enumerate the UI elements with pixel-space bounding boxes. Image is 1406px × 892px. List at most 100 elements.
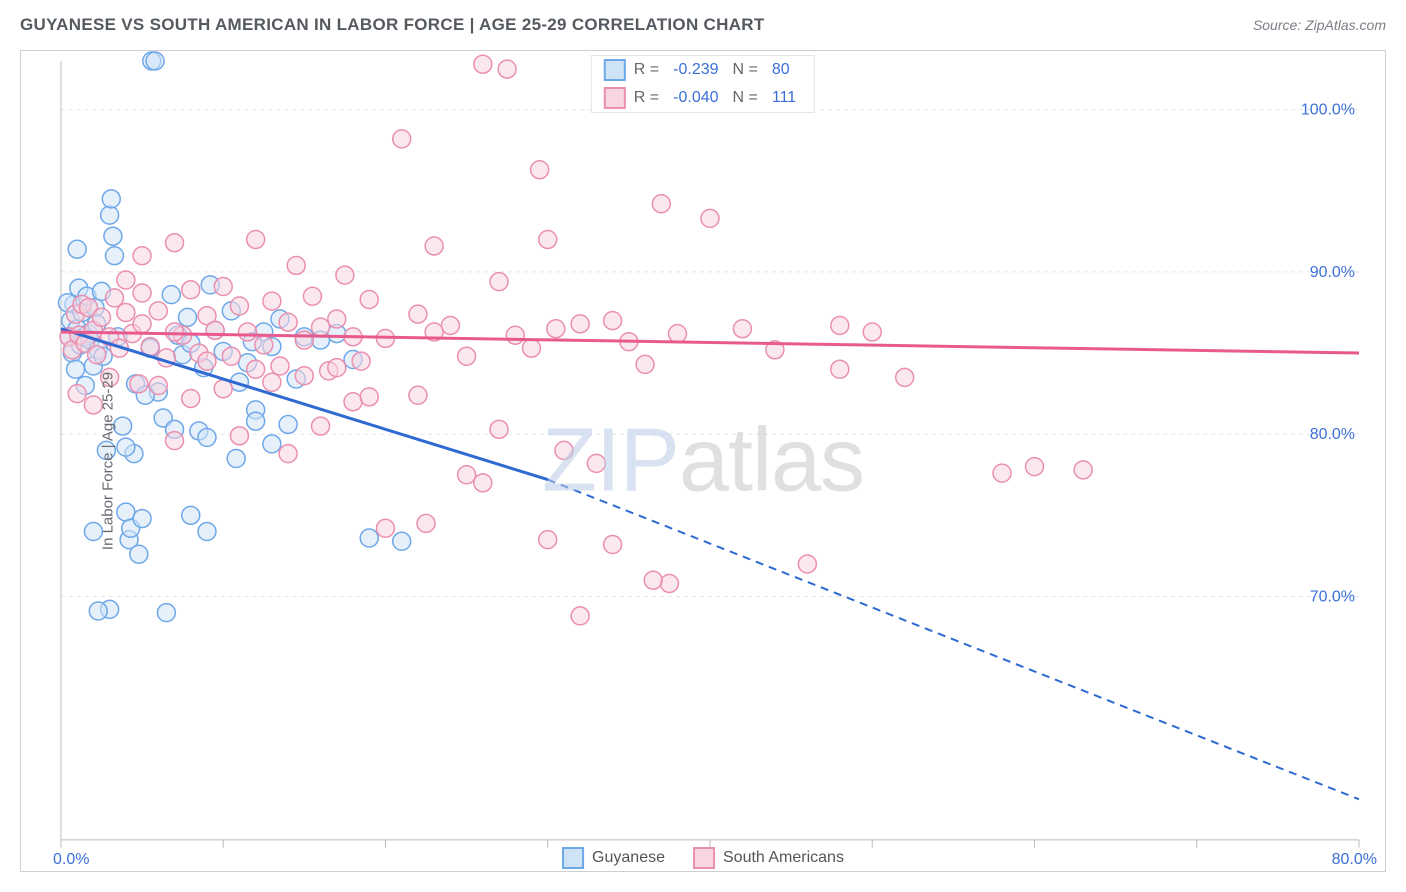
guyanese-point (227, 450, 245, 468)
x-axis-min-label: 0.0% (53, 851, 89, 869)
south-americans-point (863, 323, 881, 341)
south-americans-point (68, 385, 86, 403)
south-americans-point (88, 346, 106, 364)
south-americans-point (458, 347, 476, 365)
guyanese-point (157, 604, 175, 622)
south-americans-point (733, 320, 751, 338)
south-americans-point (360, 291, 378, 309)
guyanese-point (247, 412, 265, 430)
south-americans-point (490, 273, 508, 291)
south-americans-point (271, 357, 289, 375)
south-americans-point (701, 209, 719, 227)
south-americans-point (555, 441, 573, 459)
south-americans-point (239, 323, 257, 341)
x-axis-max-label: 80.0% (1332, 851, 1377, 869)
guyanese-point (117, 438, 135, 456)
south-americans-point (93, 308, 111, 326)
chart-container: ZIPatlas In Labor Force | Age 25-29 70.0… (20, 50, 1386, 872)
legend-swatch (604, 59, 626, 81)
south-americans-point (1026, 458, 1044, 476)
y-tick-label: 100.0% (1301, 102, 1355, 119)
south-americans-point (287, 256, 305, 274)
south-americans-point (474, 474, 492, 492)
south-americans-point (498, 60, 516, 78)
guyanese-point (102, 190, 120, 208)
legend-item: South Americans (693, 847, 844, 869)
guyanese-point (89, 602, 107, 620)
south-americans-point (352, 352, 370, 370)
south-americans-point (474, 55, 492, 73)
south-americans-point (571, 607, 589, 625)
south-americans-point (425, 237, 443, 255)
legend-swatch (562, 847, 584, 869)
south-americans-point (263, 373, 281, 391)
y-axis-title: In Labor Force | Age 25-29 (100, 372, 117, 550)
south-americans-point (506, 326, 524, 344)
guyanese-point (182, 506, 200, 524)
south-americans-point (166, 323, 184, 341)
legend-row: R =-0.239N =80 (592, 56, 814, 84)
south-americans-point (133, 315, 151, 333)
chart-title: GUYANESE VS SOUTH AMERICAN IN LABOR FORC… (20, 15, 765, 35)
r-value: -0.040 (667, 89, 724, 107)
guyanese-point (263, 435, 281, 453)
south-americans-point (660, 574, 678, 592)
south-americans-point (441, 316, 459, 334)
n-label: N = (733, 61, 758, 79)
south-americans-point (295, 367, 313, 385)
n-value: 111 (766, 89, 802, 107)
south-americans-point (652, 195, 670, 213)
guyanese-point (179, 308, 197, 326)
south-americans-point (230, 297, 248, 315)
guyanese-point (393, 532, 411, 550)
south-americans-point (279, 445, 297, 463)
guyanese-point (162, 286, 180, 304)
scatter-plot: 70.0%80.0%90.0%100.0% (21, 51, 1385, 872)
south-americans-point (344, 393, 362, 411)
south-americans-point (636, 355, 654, 373)
south-americans-point (133, 247, 151, 265)
guyanese-point (104, 227, 122, 245)
south-americans-point (531, 161, 549, 179)
r-label: R = (634, 89, 659, 107)
guyanese-point (101, 206, 119, 224)
south-americans-point (376, 519, 394, 537)
y-tick-label: 70.0% (1310, 588, 1355, 605)
south-americans-point (141, 338, 159, 356)
south-americans-point (604, 312, 622, 330)
guyanese-point (105, 247, 123, 265)
guyanese-trendline-extrapolated (548, 480, 1359, 800)
n-value: 80 (766, 61, 796, 79)
south-americans-point (206, 321, 224, 339)
guyanese-point (279, 415, 297, 433)
south-americans-point (336, 266, 354, 284)
south-americans-point (230, 427, 248, 445)
source-attribution: Source: ZipAtlas.com (1253, 17, 1386, 33)
guyanese-point (198, 523, 216, 541)
legend-swatch (604, 87, 626, 109)
south-americans-point (117, 271, 135, 289)
guyanese-point (133, 510, 151, 528)
south-americans-point (604, 536, 622, 554)
guyanese-point (117, 503, 135, 521)
south-americans-point (1074, 461, 1092, 479)
n-label: N = (733, 89, 758, 107)
south-americans-point (130, 375, 148, 393)
south-americans-point (328, 359, 346, 377)
south-americans-point (328, 310, 346, 328)
south-americans-point (295, 331, 313, 349)
south-americans-point (393, 130, 411, 148)
guyanese-point (130, 545, 148, 563)
south-americans-point (993, 464, 1011, 482)
correlation-legend: R = -0.239 N = 80 R = -0.040 N = 111 (591, 55, 815, 113)
legend-row: R = -0.040 N = 111 (592, 84, 814, 112)
south-americans-point (255, 336, 273, 354)
r-value: -0.239 (667, 61, 724, 79)
south-americans-point (117, 304, 135, 322)
guyanese-point (360, 529, 378, 547)
south-americans-point (247, 360, 265, 378)
south-americans-point (166, 234, 184, 252)
south-americans-point (896, 368, 914, 386)
south-americans-point (312, 318, 330, 336)
south-americans-point (214, 278, 232, 296)
